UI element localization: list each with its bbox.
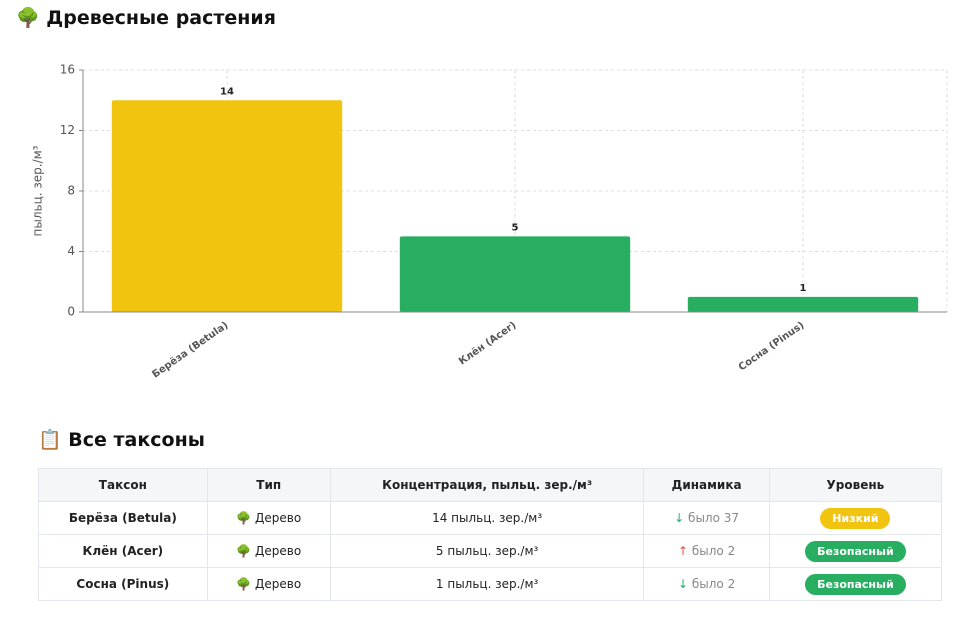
trend-arrow: ↓ xyxy=(674,511,685,525)
type-cell: 🌳 Дерево xyxy=(206,534,331,568)
bar xyxy=(399,236,631,312)
x-tick-label: Клён (Acer) xyxy=(457,319,519,367)
type-icon: 🌳 xyxy=(236,511,252,525)
x-tick-label: Берёза (Betula) xyxy=(150,319,231,380)
y-tick-label: 0 xyxy=(67,305,75,319)
trend-text: было 2 xyxy=(691,544,736,558)
level-badge: Низкий xyxy=(820,507,891,529)
type-text: Дерево xyxy=(255,544,302,558)
trend-text: было 2 xyxy=(691,577,736,591)
concentration-cell: 5 пыльц. зер./м³ xyxy=(329,534,645,568)
type-cell: 🌳 Дерево xyxy=(206,567,331,601)
taxon-cell: Сосна (Pinus) xyxy=(38,567,208,601)
chart-heading: 🌳 Древесные растения xyxy=(16,6,276,29)
type-text: Дерево xyxy=(255,577,302,591)
data-label: 14 xyxy=(220,86,234,97)
level-badge: Безопасный xyxy=(805,540,906,562)
chart-title: Древесные растения xyxy=(46,7,276,29)
bar xyxy=(687,296,919,312)
column-header: Концентрация, пыльц. зер./м³ xyxy=(329,468,645,502)
bar xyxy=(111,100,343,312)
trend-arrow: ↑ xyxy=(677,544,689,558)
type-icon: 🌳 xyxy=(236,544,252,558)
concentration-cell: 1 пыльц. зер./м³ xyxy=(329,567,645,601)
type-icon: 🌳 xyxy=(236,577,252,591)
trend-arrow: ↓ xyxy=(677,577,689,591)
table-row: Сосна (Pinus) 🌳 Дерево 1 пыльц. зер./м³ ↓ б… xyxy=(38,567,943,601)
trend-text: было 37 xyxy=(688,511,740,525)
header-row: Таксон Тип Концентрация, пыльц. зер./м³ Дин… xyxy=(38,468,943,502)
trend-cell: ↑ было 2 xyxy=(643,534,770,568)
section-title: Все таксоны xyxy=(68,429,205,451)
chart: пыльц. зер./м³ 0 4 8 12 16 14 Берёза (Betula) 5 К… xyxy=(31,63,948,381)
column-header: Уровень xyxy=(768,468,943,502)
y-tick-label: 8 xyxy=(67,184,75,198)
taxa-table: Таксон Тип Концентрация, пыльц. зер./м³ Дин… xyxy=(38,468,943,601)
taxon-cell: Берёза (Betula) xyxy=(38,501,208,535)
column-header: Динамика xyxy=(643,468,770,502)
level-cell: Безопасный xyxy=(768,567,943,601)
trend-cell: ↓ было 37 xyxy=(643,501,770,535)
type-text: Дерево xyxy=(255,511,302,525)
table-row: Клён (Acer) 🌳 Дерево 5 пыльц. зер./м³ ↑ был… xyxy=(38,534,943,568)
trend-cell: ↓ было 2 xyxy=(643,567,770,601)
section-heading: 📋 Все таксоны xyxy=(38,428,205,451)
table-row: Берёза (Betula) 🌳 Дерево 14 пыльц. зер./м³… xyxy=(38,501,943,535)
y-axis-label: пыльц. зер./м³ xyxy=(31,145,45,236)
level-cell: Безопасный xyxy=(768,534,943,568)
icon: 🌳 xyxy=(16,7,40,29)
y-tick-label: 12 xyxy=(60,123,75,137)
icon: 📋 xyxy=(38,429,62,451)
y-tick-label: 4 xyxy=(67,244,75,258)
taxon-cell: Клён (Acer) xyxy=(38,534,208,568)
x-tick-label: Сосна (Pinus) xyxy=(737,320,807,373)
level-cell: Низкий xyxy=(768,501,943,535)
data-label: 5 xyxy=(512,222,519,233)
column-header: Таксон xyxy=(38,468,208,502)
y-tick-label: 16 xyxy=(60,63,75,77)
data-label: 1 xyxy=(800,283,807,294)
concentration-cell: 14 пыльц. зер./м³ xyxy=(329,501,645,535)
column-header: Тип xyxy=(206,468,331,502)
level-badge: Безопасный xyxy=(805,573,906,595)
type-cell: 🌳 Дерево xyxy=(206,501,331,535)
